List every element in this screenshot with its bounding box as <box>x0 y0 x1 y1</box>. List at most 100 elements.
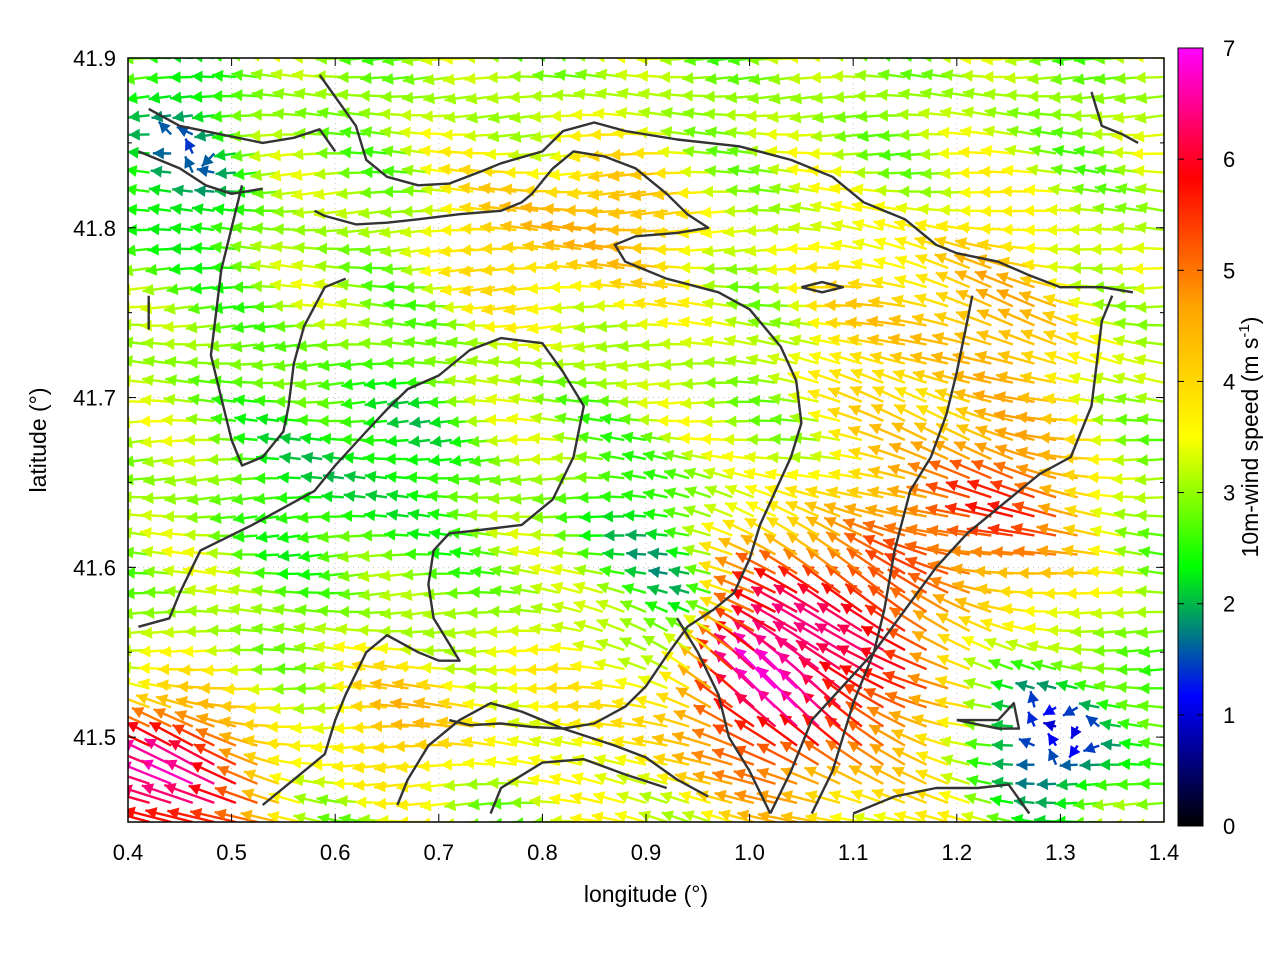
wind-arrow-head <box>421 282 434 295</box>
wind-arrow <box>1030 659 1057 672</box>
wind-arrow-head <box>757 810 770 822</box>
wind-arrow-head <box>342 451 355 464</box>
wind-arrow-head <box>379 607 392 620</box>
wind-arrow-head <box>416 679 429 691</box>
wind-arrow-head <box>825 565 839 577</box>
wind-arrow <box>735 551 777 575</box>
wind-arrow-head <box>420 661 432 674</box>
wind-arrow-head <box>440 224 452 237</box>
wind-arrow-head <box>663 633 677 645</box>
wind-arrow-head <box>678 244 691 257</box>
wind-arrow-head <box>443 779 456 792</box>
wind-arrow-head <box>317 550 330 563</box>
wind-arrow <box>681 357 711 370</box>
wind-arrow-head <box>446 490 458 503</box>
wind-arrow-head <box>911 714 924 726</box>
wind-arrow <box>569 660 603 673</box>
wind-arrow-head <box>570 792 583 804</box>
wind-arrow-head <box>889 607 902 619</box>
wind-arrow-head <box>198 682 210 695</box>
wind-arrow-head <box>1112 222 1125 235</box>
wind-arrow-head <box>767 281 779 294</box>
wind-arrow <box>169 222 193 235</box>
wind-arrow <box>186 511 215 524</box>
wind-arrow <box>891 766 928 785</box>
wind-arrow-head <box>700 809 714 822</box>
wind-arrow-head <box>495 817 502 822</box>
wind-arrow-shaft <box>128 459 129 461</box>
wind-arrow <box>385 435 409 447</box>
wind-arrow-head <box>352 761 365 774</box>
wind-arrow-head <box>892 766 905 778</box>
wind-arrow-head <box>594 772 607 784</box>
wind-arrow-head <box>847 334 860 347</box>
wind-arrow-head <box>608 207 620 220</box>
wind-arrow-head <box>780 811 793 822</box>
wind-arrow-head <box>867 333 880 346</box>
wind-arrow-shaft <box>128 190 129 192</box>
wind-arrow <box>1136 413 1164 426</box>
wind-arrow-head <box>357 570 370 583</box>
wind-arrow-head <box>1114 300 1126 313</box>
wind-arrow <box>128 473 150 486</box>
wind-arrow <box>840 602 885 633</box>
wind-arrow <box>317 550 344 563</box>
wind-arrow-head <box>202 664 214 677</box>
wind-arrow-head <box>251 584 263 597</box>
wind-arrow <box>529 623 560 636</box>
wind-arrow-head <box>794 603 807 614</box>
wind-arrow-head <box>267 810 280 822</box>
wind-arrow <box>734 719 777 747</box>
wind-arrow <box>599 490 625 503</box>
wind-arrow <box>779 713 820 747</box>
wind-arrow-head <box>1087 453 1099 466</box>
wind-arrow-head <box>484 756 497 768</box>
wind-arrow-head <box>754 568 767 579</box>
wind-arrow-head <box>530 412 542 425</box>
wind-arrow-head <box>164 355 177 368</box>
wind-arrow-head <box>704 376 716 389</box>
wind-arrow-head <box>1086 715 1099 728</box>
wind-arrow <box>161 414 193 427</box>
wind-arrow-head <box>169 222 182 235</box>
wind-arrow-head <box>271 299 283 312</box>
wind-arrow <box>703 356 733 369</box>
wind-arrow-head <box>315 242 328 255</box>
wind-arrow-head <box>570 813 582 822</box>
wind-arrow <box>1116 663 1143 676</box>
wind-arrow <box>390 718 431 731</box>
wind-arrow-head <box>554 529 566 542</box>
wind-arrow <box>914 809 949 822</box>
wind-arrow-head <box>1113 798 1126 811</box>
wind-arrow-head <box>390 718 403 731</box>
wind-arrow <box>128 478 129 480</box>
wind-arrow-head <box>677 296 690 309</box>
wind-arrow-head <box>162 510 174 523</box>
wind-arrow <box>443 627 474 640</box>
wind-arrow <box>1074 679 1100 692</box>
wind-arrow-head <box>767 451 779 464</box>
wind-arrow <box>871 788 906 805</box>
wind-arrow <box>128 324 129 326</box>
wind-arrow <box>293 812 323 822</box>
wind-arrow-head <box>380 206 392 219</box>
wind-arrow-head <box>1112 606 1124 619</box>
wind-arrow <box>711 747 755 766</box>
wind-arrow-head <box>991 719 1003 732</box>
wind-arrow-head <box>506 412 519 425</box>
wind-arrow-head <box>1116 663 1128 676</box>
wind-arrow-head <box>387 416 399 429</box>
wind-arrow <box>250 603 280 616</box>
wind-arrow <box>1139 818 1164 822</box>
wind-arrow <box>350 700 388 713</box>
wind-arrow-head <box>232 512 245 525</box>
wind-arrow-head <box>999 585 1011 598</box>
wind-arrow-head <box>652 733 665 746</box>
wind-arrow <box>187 302 215 315</box>
wind-arrow-head <box>128 436 133 449</box>
wind-arrow <box>1116 778 1143 791</box>
wind-arrow-head <box>228 566 241 579</box>
wind-arrow-head <box>700 449 713 462</box>
wind-arrow-head <box>1138 737 1151 750</box>
wind-arrow <box>169 242 193 255</box>
